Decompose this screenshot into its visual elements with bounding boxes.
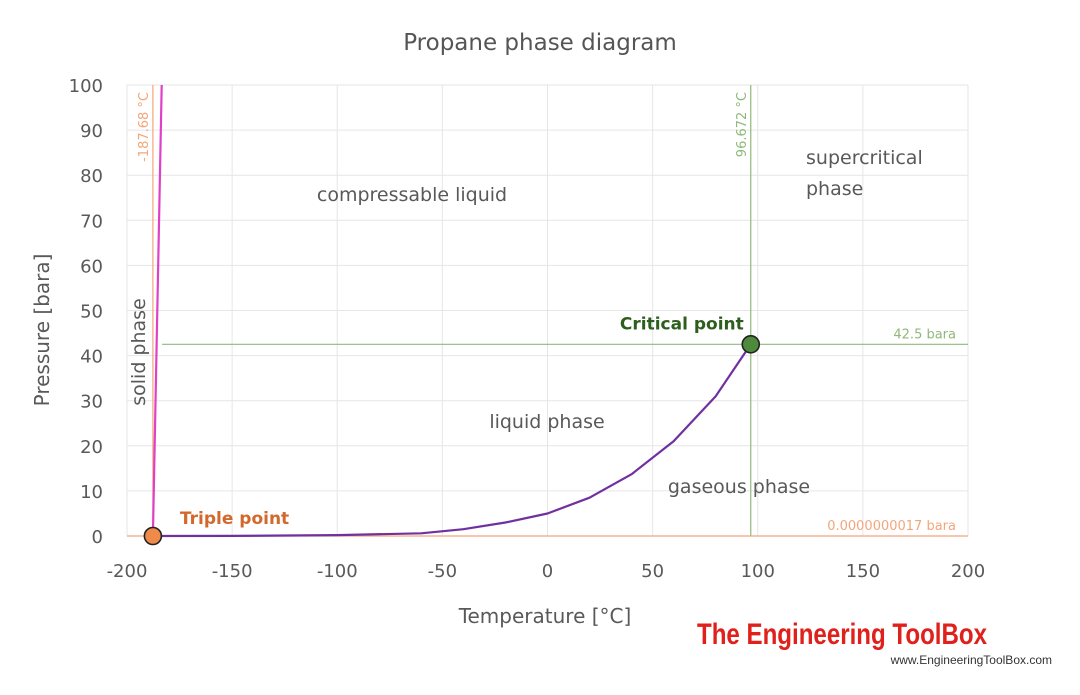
- vaporization-curve: [152, 343, 752, 538]
- reference-label-vertical: 96.672 °C: [735, 92, 750, 157]
- reference-label-vertical: -187.68 °C: [137, 92, 152, 162]
- y-tick-label: 40: [80, 347, 103, 368]
- brand-url: www.EngineeringToolBox.com: [890, 653, 1052, 667]
- melting-curve: [151, 84, 163, 537]
- x-tick-label: -50: [428, 561, 457, 582]
- region-label-supercritical-1: supercritical: [806, 147, 923, 169]
- chart-title: Propane phase diagram: [403, 30, 677, 56]
- y-axis-label: Pressure [bara]: [30, 254, 54, 407]
- region-label-compressable-liquid: compressable liquid: [317, 184, 507, 206]
- region-labels: compressable liquid supercritical phase liq…: [128, 147, 923, 498]
- reference-lines: -187.68 °C 96.672 °C 42.5 bara 0.0000000017…: [127, 85, 968, 537]
- y-tick-label: 0: [92, 527, 103, 548]
- x-axis-label: Temperature [°C]: [458, 604, 632, 628]
- x-tick-label: 200: [951, 561, 985, 582]
- region-label-solid: solid phase: [128, 298, 150, 406]
- y-tick-label: 100: [69, 76, 103, 97]
- points-layer: Triple point Critical point: [143, 314, 761, 546]
- triple-point-label: Triple point: [180, 509, 289, 529]
- triple-point-marker: [143, 526, 163, 546]
- critical-point-marker: [741, 335, 761, 354]
- reference-label-horizontal: 42.5 bara: [893, 327, 956, 342]
- series-layer: [151, 84, 752, 538]
- region-label-supercritical-2: phase: [806, 178, 863, 200]
- reference-label-horizontal: 0.0000000017 bara: [827, 519, 956, 534]
- y-tick-label: 80: [80, 166, 103, 187]
- x-tick-label: 50: [641, 561, 664, 582]
- y-tick-label: 50: [80, 302, 103, 323]
- y-tick-label: 70: [80, 211, 103, 232]
- y-tick-label: 90: [80, 121, 103, 142]
- x-tick-label: -200: [107, 561, 148, 582]
- region-label-liquid: liquid phase: [489, 411, 604, 433]
- grid: [126, 84, 969, 537]
- y-tick-label: 10: [80, 482, 103, 503]
- y-tick-label: 60: [80, 256, 103, 277]
- critical-point-label: Critical point: [620, 314, 744, 334]
- x-tick-label: 150: [846, 561, 880, 582]
- brand-logo-text: The Engineering ToolBox: [697, 618, 987, 651]
- x-tick-label: 100: [741, 561, 775, 582]
- x-tick-label: -150: [212, 561, 253, 582]
- x-tick-label: -100: [317, 561, 358, 582]
- tick-labels: -200 -150 -100 -50 0 50 100 150 200 0 10 20 30 40 50 60…: [69, 76, 986, 582]
- y-tick-label: 30: [80, 392, 103, 413]
- region-label-gaseous: gaseous phase: [668, 476, 810, 498]
- x-tick-label: 0: [542, 561, 553, 582]
- y-tick-label: 20: [80, 437, 103, 458]
